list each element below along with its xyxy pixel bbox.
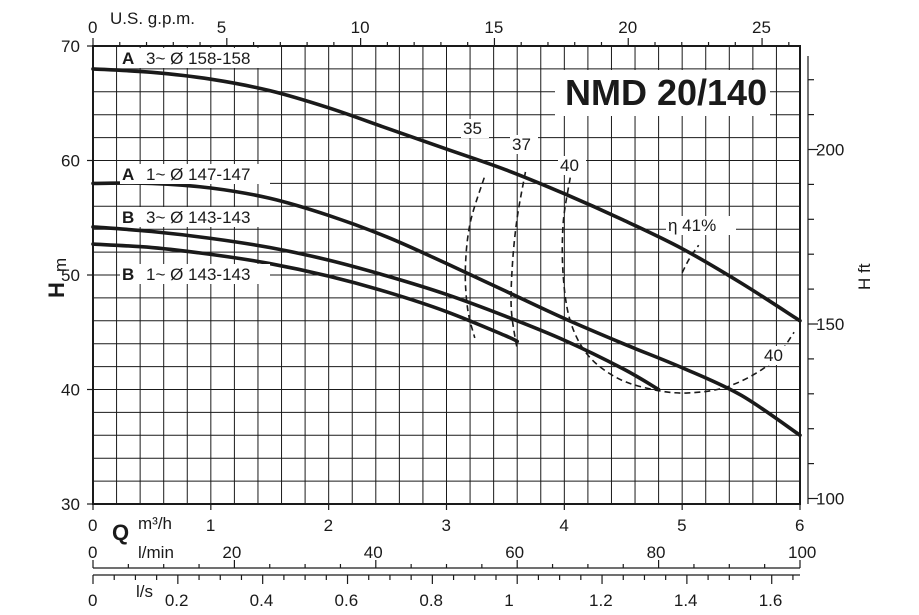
ls-tick-label: 0 (88, 591, 97, 610)
y-tick-label: 70 (61, 37, 80, 56)
ls-tick-label: 1.4 (674, 591, 698, 610)
ls-tick-label: 0.2 (165, 591, 189, 610)
curve-label-text: 3~ Ø 158-158 (146, 49, 250, 68)
efficiency-label: 40 (560, 156, 579, 175)
gpm-tick-label: 25 (752, 18, 771, 37)
x-tick-label: 0 (88, 516, 97, 535)
lmin-tick-label: 20 (222, 543, 241, 562)
curve-label-background (120, 164, 270, 184)
lmin-unit: l/min (138, 543, 174, 562)
right-tick-label: 150 (816, 315, 844, 334)
gpm-tick-label: 20 (618, 18, 637, 37)
gpm-tick-label: 15 (484, 18, 503, 37)
x-axis-unit: m³/h (138, 514, 172, 533)
gpm-tick-label: 5 (217, 18, 226, 37)
curve-label-text: 1~ Ø 147-147 (146, 165, 250, 184)
y-axis-unit: m (51, 258, 70, 272)
lmin-tick-label: 0 (88, 543, 97, 562)
chart-grid (93, 46, 800, 504)
head-curve-4 (91, 242, 519, 344)
ls-unit: l/s (136, 582, 153, 601)
chart-title: NMD 20/140 (565, 72, 767, 113)
ls-tick-label: 1.6 (759, 591, 783, 610)
title-background (555, 70, 770, 116)
head-curve-1 (91, 67, 802, 323)
lmin-tick-label: 40 (364, 543, 383, 562)
curve-label-background (120, 207, 270, 227)
gpm-unit: U.S. g.p.m. (110, 9, 195, 28)
x-tick-label: 3 (442, 516, 451, 535)
curve-label-text: 3~ Ø 143-143 (146, 208, 250, 227)
ls-tick-label: 1 (504, 591, 513, 610)
efficiency-label-background (762, 346, 788, 365)
gpm-tick-label: 0 (88, 18, 97, 37)
x-tick-label: 4 (559, 516, 568, 535)
efficiency-label: 37 (512, 135, 531, 154)
curve-label-background (120, 264, 270, 284)
head-curve-3 (91, 225, 661, 392)
y-tick-label: 60 (61, 152, 80, 171)
ls-tick-label: 0.6 (335, 591, 359, 610)
efficiency-curve-3 (561, 177, 795, 394)
head-curve-2 (91, 181, 802, 438)
efficiency-label: 40 (764, 346, 783, 365)
ls-tick-label: 0.8 (419, 591, 443, 610)
chart-axes (87, 38, 818, 584)
efficiency-label-background (666, 216, 736, 235)
x-axis-label: Q (112, 520, 129, 545)
lmin-tick-label: 100 (788, 543, 816, 562)
lmin-tick-label: 60 (505, 543, 524, 562)
y-tick-label: 30 (61, 495, 80, 514)
curve-label-text: 1~ Ø 143-143 (146, 265, 250, 284)
lmin-tick-label: 80 (647, 543, 666, 562)
right-axis-label: H ft (855, 263, 874, 290)
ls-tick-label: 1.2 (589, 591, 613, 610)
efficiency-curves (464, 171, 795, 394)
x-tick-label: 5 (677, 516, 686, 535)
curve-label-background (120, 48, 270, 68)
efficiency-curve-2 (510, 171, 527, 350)
curve-label-letter: A (122, 49, 134, 68)
head-curves (91, 67, 802, 438)
efficiency-label: 35 (463, 119, 482, 138)
ls-tick-label: 0.4 (250, 591, 274, 610)
y-axis-label: H (44, 282, 69, 298)
gpm-tick-label: 10 (351, 18, 370, 37)
efficiency-label-background (461, 119, 489, 138)
x-tick-label: 6 (795, 516, 804, 535)
curve-label-letter: B (122, 208, 134, 227)
right-tick-label: 200 (816, 141, 844, 160)
y-tick-label: 40 (61, 381, 80, 400)
y-tick-label: 50 (61, 266, 80, 285)
x-tick-label: 1 (206, 516, 215, 535)
efficiency-label-background (558, 156, 586, 175)
efficiency-label-background (510, 135, 538, 154)
curve-label-letter: B (122, 265, 134, 284)
right-tick-label: 100 (816, 490, 844, 509)
efficiency-curve-4 (681, 244, 700, 274)
efficiency-curve-1 (464, 177, 485, 339)
x-tick-label: 2 (324, 516, 333, 535)
curve-label-letter: A (122, 165, 134, 184)
efficiency-label: η 41% (668, 216, 716, 235)
